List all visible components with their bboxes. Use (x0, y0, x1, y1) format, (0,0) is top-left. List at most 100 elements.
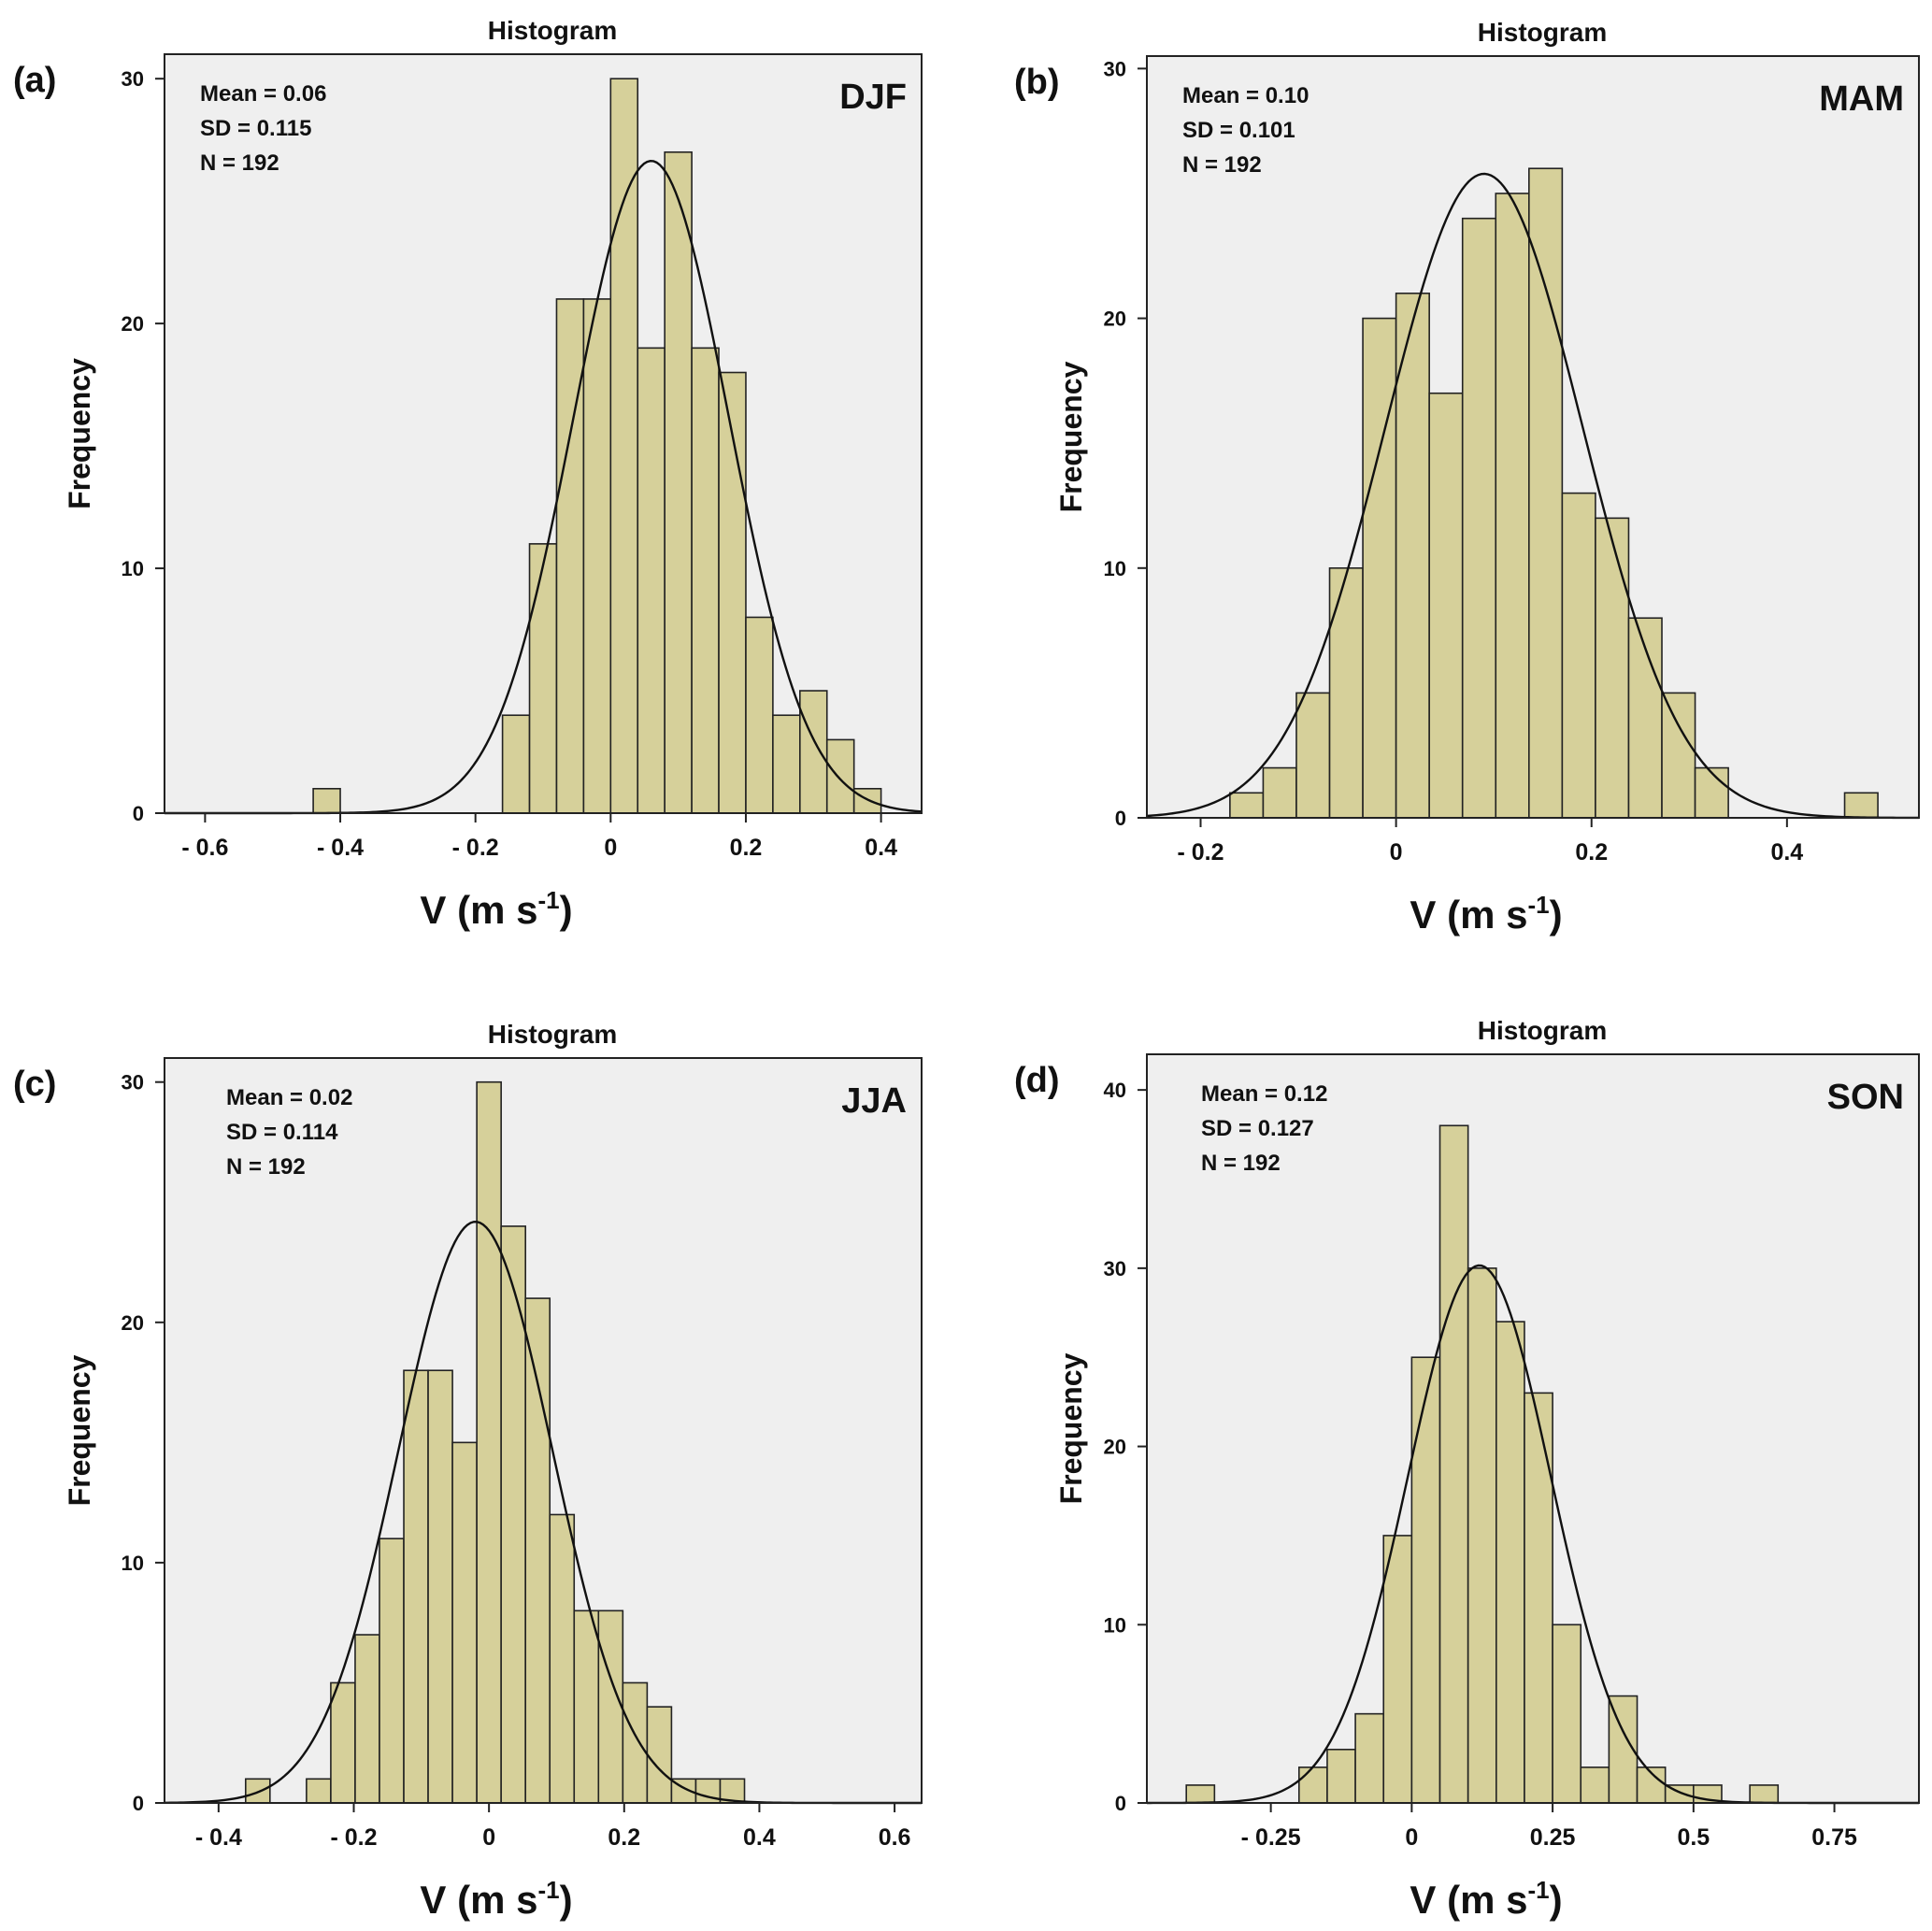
histogram-bar (1354, 1712, 1385, 1804)
y-axis-label: Frequency (1054, 361, 1088, 512)
histogram-bar (1185, 1784, 1216, 1804)
x-tick-label: 0 (482, 1824, 495, 1851)
normal-curve (1146, 172, 1920, 820)
x-tick-label: 0 (604, 835, 617, 861)
y-axis-label: Frequency (63, 358, 96, 509)
histogram-bar (1843, 792, 1879, 819)
histogram-bar (1528, 167, 1564, 819)
x-tick-label: - 0.4 (317, 835, 364, 861)
x-tick-label: - 0.2 (1177, 839, 1224, 865)
chart-title: Histogram (1478, 18, 1607, 47)
stats-sd: SD = 0.127 (1201, 1116, 1314, 1141)
y-axis-label: Frequency (1054, 1352, 1088, 1504)
histogram-bar (1229, 792, 1265, 819)
y-tick-label: 40 (1104, 1079, 1126, 1102)
histogram-bar (524, 1297, 551, 1804)
histogram-bar (622, 1681, 649, 1804)
histogram-bar (1524, 1392, 1553, 1804)
stats-n: N = 192 (200, 150, 279, 176)
histogram-bar (1561, 492, 1596, 819)
x-axis-label: V (m s-1) (420, 1876, 572, 1922)
x-tick-label: 0.4 (1770, 839, 1803, 865)
histogram-bar (549, 1513, 576, 1804)
season-label: JJA (841, 1081, 907, 1121)
histogram-bar (403, 1369, 429, 1804)
y-tick-label: 30 (122, 67, 144, 91)
histogram-bar (597, 1609, 624, 1804)
histogram-bar (1328, 566, 1364, 819)
stats-n: N = 192 (1182, 152, 1262, 178)
y-tick-label: 20 (1104, 1436, 1126, 1459)
histogram-panel-4: - 0.25 0 0.25 0.5 0.75 0 10 20 30 40 Histogram (d) F… (1014, 1016, 1920, 1922)
histogram-bar (852, 788, 882, 814)
histogram-bar (1496, 1321, 1525, 1804)
stats-sd: SD = 0.101 (1182, 118, 1295, 143)
histogram-bar (745, 616, 774, 814)
chart-title: Histogram (1478, 1016, 1607, 1045)
season-label: DJF (839, 78, 907, 117)
panel-label: (a) (13, 61, 56, 100)
y-tick-label: 20 (1104, 308, 1126, 331)
x-tick-label: 0.2 (730, 835, 763, 861)
x-tick-label: - 0.6 (181, 835, 228, 861)
histogram-bar (379, 1538, 405, 1804)
y-axis-label: Frequency (63, 1354, 96, 1506)
y-tick-label: 0 (133, 1792, 144, 1815)
y-tick-label: 10 (1104, 557, 1126, 580)
x-tick-label: 0.2 (608, 1824, 640, 1851)
histogram-bar (1295, 692, 1331, 819)
histogram-bar (1552, 1623, 1582, 1804)
histogram-bar (1410, 1356, 1441, 1804)
histogram-bar (799, 690, 828, 814)
histogram-panel-1: - 0.6 - 0.4 - 0.2 0 0.2 0.4 0 10 20 30 Histogram (a… (13, 16, 923, 932)
histogram-bar (582, 298, 612, 814)
y-tick-label: 10 (122, 557, 144, 580)
histogram-bar (500, 1225, 526, 1804)
histogram-bar (555, 298, 585, 814)
histogram-bar (312, 788, 341, 814)
histogram-bar (1262, 766, 1297, 819)
histogram-bar (1749, 1784, 1780, 1804)
histogram-bar (427, 1369, 453, 1804)
histogram-bar (1362, 317, 1397, 819)
x-tick-label: - 0.4 (195, 1824, 242, 1851)
x-tick-label: 0 (1390, 839, 1403, 865)
x-tick-label: 0.4 (743, 1824, 776, 1851)
histogram-bar (1326, 1748, 1356, 1804)
stats-n: N = 192 (1201, 1151, 1281, 1176)
y-tick-label: 30 (122, 1071, 144, 1094)
histogram-bar (306, 1778, 332, 1804)
stats-n: N = 192 (226, 1154, 306, 1180)
histogram-bar (451, 1441, 478, 1804)
histogram-bar (501, 714, 531, 814)
histogram-bar (1438, 1124, 1469, 1804)
x-tick-label: 0.4 (865, 835, 897, 861)
x-axis-label: V (m s-1) (1410, 1876, 1562, 1922)
x-tick-label: - 0.2 (330, 1824, 377, 1851)
season-label: MAM (1819, 79, 1904, 119)
histogram-bar (1395, 293, 1430, 819)
stats-mean: Mean = 0.12 (1201, 1081, 1327, 1107)
season-label: SON (1827, 1078, 1904, 1117)
stats-mean: Mean = 0.02 (226, 1085, 352, 1110)
histogram-panel-2: - 0.2 0 0.2 0.4 0 10 20 30 Histogram (b) Frequency… (1014, 18, 1920, 937)
chart-title: Histogram (488, 1020, 617, 1049)
histogram-bar (528, 543, 558, 814)
x-tick-label: - 0.2 (452, 835, 499, 861)
histogram-panel-3: - 0.4 - 0.2 0 0.2 0.4 0.6 0 10 20 30 Histogram (c) F… (13, 1020, 923, 1922)
histogram-bar (825, 738, 855, 814)
histogram-bar (1297, 1767, 1328, 1804)
histogram-bar (1461, 217, 1497, 819)
histogram-bar (1467, 1267, 1497, 1804)
x-tick-label: 0.25 (1530, 1824, 1576, 1851)
stats-mean: Mean = 0.06 (200, 81, 326, 107)
panel-label: (b) (1014, 63, 1060, 102)
histogram-bar (476, 1080, 502, 1804)
panel-label: (c) (13, 1065, 56, 1104)
histogram-bar (691, 347, 720, 814)
histogram-bar (1428, 392, 1464, 819)
x-tick-label: 0 (1405, 1824, 1418, 1851)
y-tick-label: 0 (133, 802, 144, 825)
histogram-bar (772, 714, 801, 814)
histogram-bar (330, 1681, 356, 1804)
